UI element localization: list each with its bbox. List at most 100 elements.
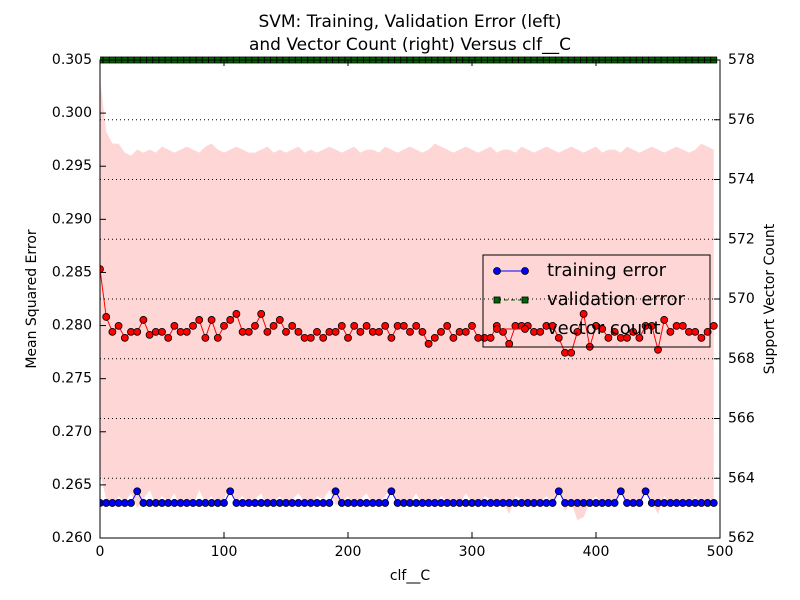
data-point bbox=[244, 327, 253, 336]
data-point bbox=[313, 327, 321, 336]
data-point bbox=[536, 327, 545, 336]
data-point bbox=[443, 321, 452, 330]
legend-text: training error bbox=[547, 260, 667, 281]
data-point bbox=[592, 321, 600, 330]
data-point bbox=[381, 499, 390, 507]
y2-tick-label: 572 bbox=[728, 231, 755, 247]
data-point bbox=[120, 333, 129, 342]
data-point bbox=[306, 333, 315, 342]
data-point bbox=[709, 321, 718, 330]
data-point bbox=[660, 316, 669, 324]
y-tick-label: 0.295 bbox=[52, 158, 92, 174]
x-tick-label: 100 bbox=[211, 544, 238, 560]
data-point bbox=[418, 327, 427, 336]
y-tick-label: 0.290 bbox=[52, 211, 92, 227]
data-point bbox=[554, 333, 563, 342]
data-point bbox=[604, 333, 613, 342]
data-point bbox=[195, 316, 204, 324]
data-point bbox=[647, 321, 656, 330]
data-point bbox=[220, 321, 228, 330]
data-point bbox=[263, 327, 272, 336]
y2-axis-label: Support Vector Count bbox=[762, 223, 778, 374]
data-point bbox=[406, 327, 414, 336]
data-point bbox=[598, 324, 607, 333]
data-point bbox=[635, 333, 644, 342]
y2-tick-label: 574 bbox=[728, 172, 755, 188]
data-point bbox=[629, 327, 638, 336]
y-tick-label: 0.275 bbox=[52, 371, 92, 387]
data-point bbox=[381, 321, 390, 330]
data-point bbox=[399, 321, 408, 330]
y2-tick-label: 566 bbox=[728, 411, 755, 427]
y2-tick-label: 570 bbox=[728, 291, 755, 307]
data-point bbox=[189, 321, 197, 330]
y2-tick-label: 568 bbox=[728, 351, 755, 367]
data-point bbox=[207, 316, 216, 324]
y-tick-label: 0.270 bbox=[52, 424, 92, 440]
y-tick-label: 0.260 bbox=[52, 530, 92, 546]
data-point bbox=[108, 327, 117, 336]
data-point bbox=[226, 316, 235, 324]
y-tick-label: 0.280 bbox=[52, 318, 92, 334]
data-point bbox=[288, 321, 297, 330]
y2-tick-label: 578 bbox=[728, 52, 755, 68]
data-point bbox=[133, 487, 142, 496]
data-point bbox=[709, 499, 718, 507]
data-point bbox=[505, 339, 514, 348]
data-point bbox=[635, 499, 644, 507]
legend: training error validation error vector cou… bbox=[482, 254, 711, 348]
data-point bbox=[344, 333, 352, 342]
data-point bbox=[697, 333, 706, 342]
data-point bbox=[424, 339, 433, 348]
data-point bbox=[232, 310, 241, 318]
data-point bbox=[703, 327, 712, 336]
data-point bbox=[468, 321, 476, 330]
data-point bbox=[554, 487, 563, 496]
data-point bbox=[158, 327, 166, 336]
data-point bbox=[213, 333, 222, 342]
data-point bbox=[486, 333, 495, 342]
data-point bbox=[201, 333, 210, 342]
data-point bbox=[412, 321, 421, 330]
data-point bbox=[337, 321, 346, 330]
y-tick-label: 0.285 bbox=[52, 264, 92, 280]
y2-tick-label: 576 bbox=[728, 112, 755, 128]
legend-marker bbox=[493, 296, 501, 304]
data-point bbox=[362, 321, 371, 330]
x-tick-label: 0 bbox=[96, 544, 105, 560]
x-tick-label: 400 bbox=[583, 544, 610, 560]
data-point bbox=[319, 333, 328, 342]
data-point bbox=[678, 321, 687, 330]
legend-text: vector count bbox=[547, 318, 661, 339]
data-point bbox=[220, 499, 228, 507]
data-point bbox=[610, 327, 619, 336]
legend-text: validation error bbox=[547, 289, 686, 310]
series-line bbox=[100, 269, 715, 354]
data-point bbox=[449, 333, 458, 342]
chart-title: SVM: Training, Validation Error (left) bbox=[258, 12, 561, 32]
y-tick-label: 0.265 bbox=[52, 477, 92, 493]
data-point bbox=[257, 310, 266, 318]
data-point bbox=[100, 265, 104, 274]
y2-tick-label: 564 bbox=[728, 470, 755, 486]
data-point bbox=[325, 499, 334, 507]
data-point bbox=[282, 327, 290, 336]
x-axis-label: clf__C bbox=[390, 568, 431, 584]
data-point bbox=[387, 487, 396, 496]
data-point bbox=[114, 321, 123, 330]
data-point bbox=[102, 313, 111, 321]
data-point bbox=[170, 321, 179, 330]
data-point bbox=[461, 327, 470, 336]
data-point bbox=[375, 327, 383, 336]
legend-marker bbox=[521, 296, 529, 304]
data-point bbox=[641, 487, 650, 496]
legend-marker bbox=[493, 267, 501, 275]
y-tick-label: 0.300 bbox=[52, 105, 92, 121]
y2-tick-label: 562 bbox=[728, 530, 755, 546]
data-point bbox=[251, 321, 259, 330]
data-point bbox=[226, 487, 235, 496]
legend-marker bbox=[521, 325, 529, 333]
data-point bbox=[548, 321, 557, 330]
